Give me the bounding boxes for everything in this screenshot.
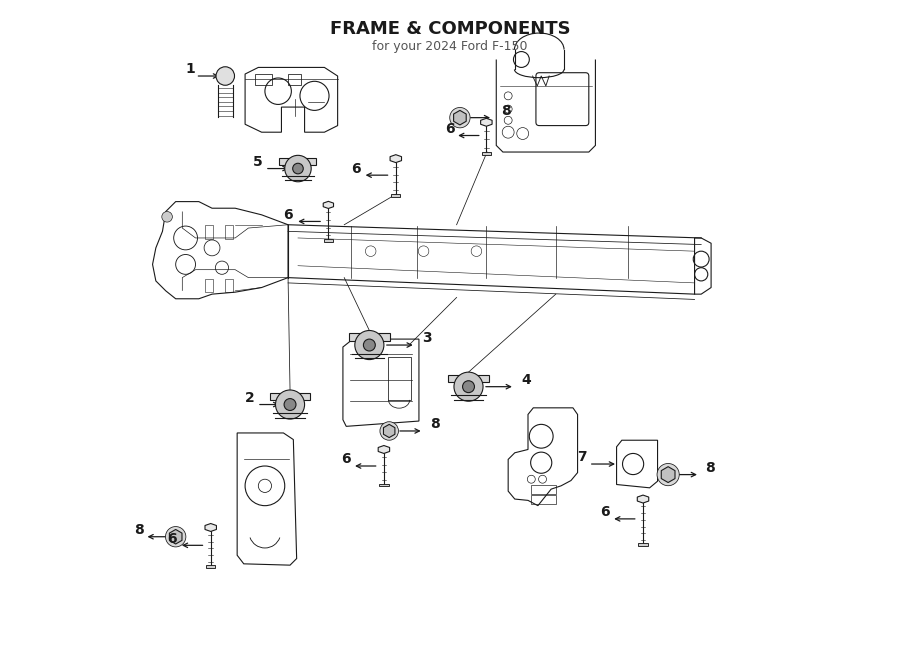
Text: 1: 1 xyxy=(185,62,195,77)
Bar xyxy=(482,152,491,155)
Circle shape xyxy=(657,463,680,486)
Circle shape xyxy=(364,339,375,351)
Text: 5: 5 xyxy=(253,155,263,169)
Polygon shape xyxy=(169,529,182,544)
Polygon shape xyxy=(481,118,492,126)
Bar xyxy=(205,279,213,292)
Text: 6: 6 xyxy=(445,122,455,136)
Circle shape xyxy=(292,163,303,174)
Circle shape xyxy=(162,212,173,222)
Bar xyxy=(388,357,411,400)
Bar xyxy=(531,485,556,494)
Polygon shape xyxy=(390,155,401,163)
Circle shape xyxy=(284,155,311,182)
Text: 8: 8 xyxy=(430,417,440,432)
Text: 6: 6 xyxy=(341,452,351,467)
Text: 6: 6 xyxy=(167,531,176,546)
Circle shape xyxy=(275,390,304,419)
Circle shape xyxy=(463,381,474,393)
Bar xyxy=(531,495,556,504)
Bar xyxy=(288,74,302,85)
Circle shape xyxy=(450,108,470,128)
Bar xyxy=(225,225,233,239)
Text: 6: 6 xyxy=(284,208,293,222)
Polygon shape xyxy=(662,467,675,483)
Circle shape xyxy=(216,67,235,85)
Circle shape xyxy=(166,527,186,547)
Text: 8: 8 xyxy=(705,461,715,475)
Bar xyxy=(206,565,215,568)
Bar xyxy=(379,484,389,486)
Polygon shape xyxy=(454,110,466,125)
Bar xyxy=(255,74,272,85)
Text: 7: 7 xyxy=(577,450,587,465)
Text: 6: 6 xyxy=(600,505,609,520)
Bar xyxy=(448,375,489,382)
Polygon shape xyxy=(383,424,395,438)
Circle shape xyxy=(380,422,399,440)
Bar xyxy=(392,194,400,197)
Text: FRAME & COMPONENTS: FRAME & COMPONENTS xyxy=(329,20,571,38)
Text: 8: 8 xyxy=(501,104,511,118)
Bar xyxy=(270,393,310,400)
Text: 8: 8 xyxy=(134,523,144,537)
Circle shape xyxy=(355,330,384,360)
Bar xyxy=(349,333,390,340)
Bar xyxy=(324,239,332,241)
Polygon shape xyxy=(637,495,649,503)
Text: 6: 6 xyxy=(351,161,361,176)
Bar xyxy=(280,158,317,165)
Polygon shape xyxy=(323,202,334,208)
Text: for your 2024 Ford F-150: for your 2024 Ford F-150 xyxy=(373,40,527,53)
Circle shape xyxy=(284,399,296,410)
Polygon shape xyxy=(205,524,216,531)
Circle shape xyxy=(454,372,483,401)
Polygon shape xyxy=(378,446,390,453)
Bar xyxy=(205,225,213,239)
Text: 3: 3 xyxy=(422,331,432,346)
Text: 2: 2 xyxy=(245,391,255,405)
Bar xyxy=(638,543,648,546)
Text: 4: 4 xyxy=(521,373,531,387)
Bar xyxy=(225,279,233,292)
